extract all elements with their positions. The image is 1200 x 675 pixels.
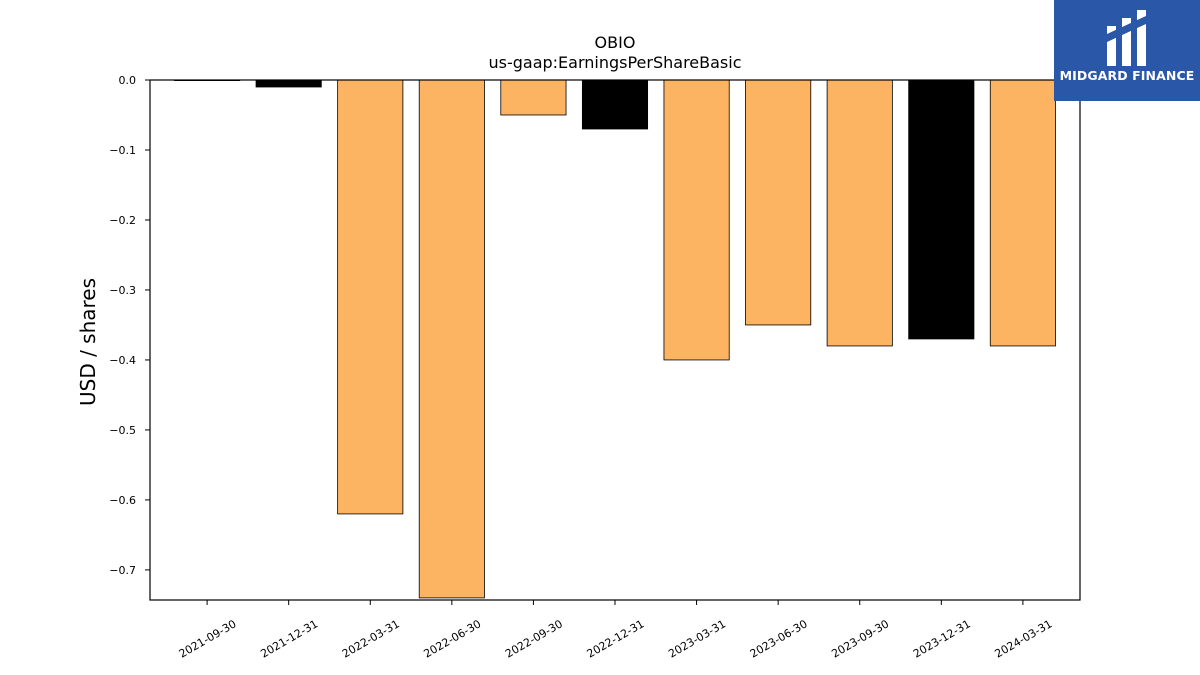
y-axis-label: USD / shares: [76, 278, 100, 406]
bar-2023-09-30: [826, 79, 893, 347]
y-tick-label: 0.0: [119, 74, 137, 87]
bar-2024-03-31: [989, 79, 1056, 347]
x-tick-label: 2022-06-30: [421, 617, 483, 660]
bar-2023-12-31: [908, 79, 975, 340]
bar-2022-09-30: [500, 79, 567, 116]
bars-group: [174, 79, 1056, 599]
y-tick-label: −0.6: [109, 494, 136, 507]
x-tick-label: 2022-03-31: [340, 617, 402, 660]
x-tick-label: 2021-09-30: [177, 617, 239, 660]
brand-name: MIDGARD FINANCE: [1059, 68, 1195, 83]
bar-2023-03-31: [663, 79, 730, 361]
y-tick-label: −0.4: [109, 354, 136, 367]
bar-2022-03-31: [337, 79, 404, 515]
x-tick-label: 2023-12-31: [911, 617, 973, 660]
y-tick-label: −0.2: [109, 214, 136, 227]
x-tick-label: 2023-06-30: [748, 617, 810, 660]
x-tick-label: 2023-09-30: [829, 617, 891, 660]
bar-2023-06-30: [745, 79, 812, 326]
y-tick-label: −0.1: [109, 144, 136, 157]
x-tick-label: 2023-03-31: [666, 617, 728, 660]
x-ticks-group: 2021-09-30 2021-12-31 2022-03-31 2022-06-30…: [177, 600, 1055, 661]
bar-2022-12-31: [581, 79, 649, 130]
chart-title: OBIO: [595, 33, 636, 52]
plot-frame: [149, 79, 1081, 601]
bar-2021-12-31: [255, 79, 322, 88]
chart-subtitle: us-gaap:EarningsPerShareBasic: [488, 53, 741, 72]
y-tick-label: −0.5: [109, 424, 136, 437]
x-tick-label: 2022-12-31: [585, 617, 647, 660]
brand-logo: MIDGARD FINANCE: [1054, 0, 1200, 101]
x-tick-label: 2022-09-30: [503, 617, 565, 660]
midgard-logo-icon: [1107, 10, 1146, 66]
y-ticks-group: 0.0 −0.1 −0.2 −0.3 −0.4 −0.5 −0.6 −0.7: [109, 74, 150, 577]
x-tick-label: 2024-03-31: [993, 617, 1055, 660]
bar-2022-06-30: [418, 79, 485, 599]
y-tick-label: −0.3: [109, 284, 136, 297]
y-tick-label: −0.7: [109, 564, 136, 577]
x-tick-label: 2021-12-31: [258, 617, 320, 660]
